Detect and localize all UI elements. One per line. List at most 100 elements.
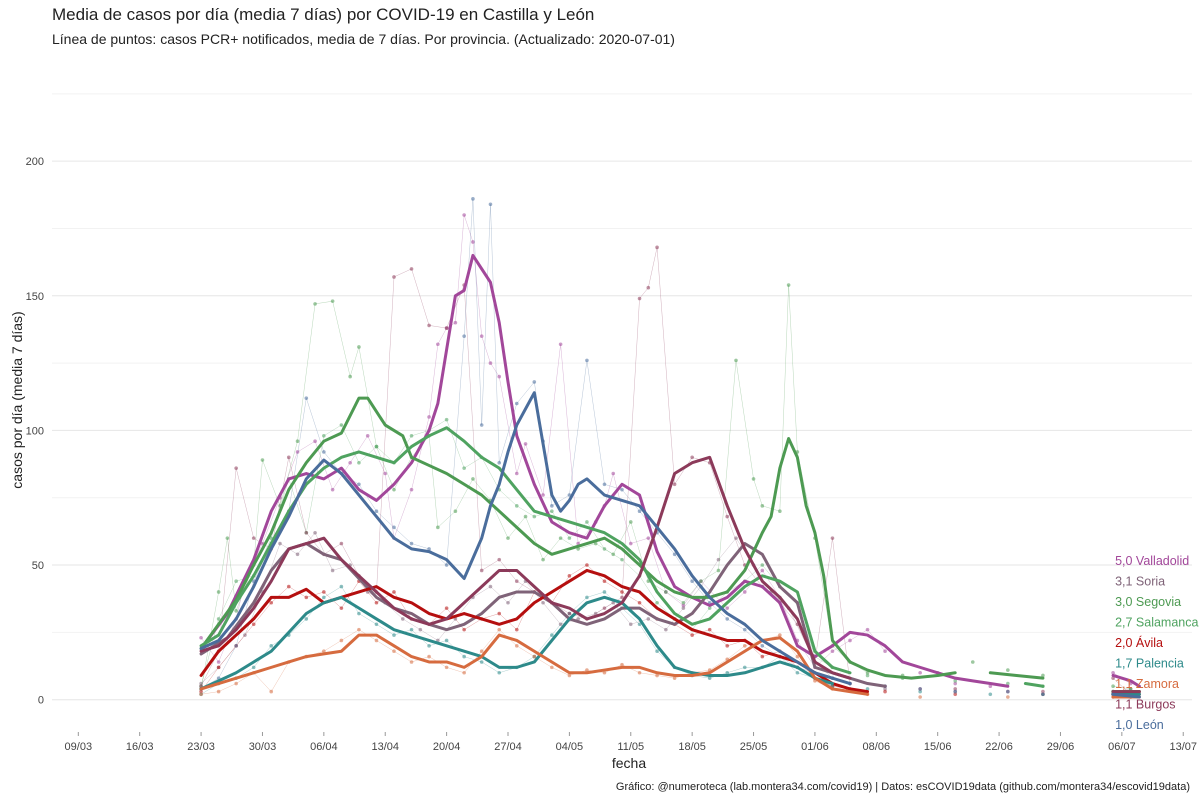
data-point-León xyxy=(392,525,396,530)
data-point-León xyxy=(1041,692,1045,697)
series-line-Segovia xyxy=(199,396,957,680)
data-point-Zamora xyxy=(778,633,782,637)
data-point-Zamora xyxy=(269,689,274,694)
data-point-Valladolid xyxy=(883,649,887,654)
data-point-Zamora xyxy=(409,660,414,664)
data-point-Salamanca xyxy=(339,423,344,427)
data-point-Burgos xyxy=(304,530,309,535)
data-point-Valladolid xyxy=(479,334,484,338)
x-tick-label: 06/07 xyxy=(1108,741,1136,753)
data-point-Valladolid xyxy=(216,660,221,664)
data-point-Segovia xyxy=(716,568,721,573)
data-point-Burgos xyxy=(655,245,659,250)
data-point-Segovia xyxy=(751,477,756,481)
data-point-Segovia xyxy=(699,579,703,584)
data-point-Burgos xyxy=(620,595,624,600)
data-point-Valladolid xyxy=(725,606,730,610)
data-point-Zamora xyxy=(199,692,203,697)
data-point-Segovia xyxy=(541,557,545,562)
data-point-Ávila xyxy=(497,611,502,616)
y-axis-ticks: 0 50 100 150 200 xyxy=(26,156,44,707)
data-point-Valladolid xyxy=(199,635,203,640)
data-point-Soria xyxy=(199,681,203,686)
chart-title: Media de casos por día (media 7 días) po… xyxy=(52,5,595,24)
end-label-León: 1,0 León xyxy=(1115,718,1164,732)
data-point-Valladolid xyxy=(953,681,958,686)
data-point-León xyxy=(322,450,326,454)
data-point-Zamora xyxy=(742,644,747,648)
data-point-Soria xyxy=(734,536,738,540)
data-point-León xyxy=(602,482,607,487)
data-point-Ávila xyxy=(199,689,203,694)
data-point-Zamora xyxy=(339,638,344,643)
data-point-Ávila xyxy=(374,600,379,605)
data-point-Zamora xyxy=(322,649,326,654)
data-point-León xyxy=(585,358,589,363)
data-point-Segovia xyxy=(734,358,738,363)
data-point-Segovia xyxy=(348,374,352,379)
data-point-Segovia xyxy=(357,345,361,349)
end-label-Segovia: 3,0 Segovia xyxy=(1115,595,1181,609)
data-point-Salamanca xyxy=(322,434,326,438)
data-point-Zamora xyxy=(234,681,238,686)
data-point-Burgos xyxy=(479,568,484,573)
data-point-Burgos xyxy=(339,541,344,546)
data-point-Burgos xyxy=(1041,689,1045,694)
data-point-Valladolid xyxy=(427,415,431,419)
series-line-Valladolid xyxy=(1111,673,1141,688)
data-point-Palencia xyxy=(374,622,379,627)
data-point-Valladolid xyxy=(488,361,493,365)
data-point-Valladolid xyxy=(848,638,852,643)
data-point-Segovia xyxy=(234,609,238,613)
data-point-Palencia xyxy=(322,595,326,600)
series-line-Salamanca xyxy=(1023,682,1045,688)
data-point-León xyxy=(532,380,537,384)
data-point-Burgos xyxy=(444,326,449,330)
data-point-Burgos xyxy=(646,285,651,290)
chart-caption: Gráfico: @numeroteca (lab.montera34.com/… xyxy=(615,781,1190,793)
data-point-León xyxy=(620,487,624,492)
x-axis-label: fecha xyxy=(612,755,646,771)
data-point-Soria xyxy=(664,627,668,632)
series-line-Palencia xyxy=(199,595,834,691)
data-point-Burgos xyxy=(725,514,730,519)
data-point-Ávila xyxy=(444,606,449,610)
data-point-Soria xyxy=(558,622,563,627)
data-point-Zamora xyxy=(672,676,677,680)
data-point-Zamora xyxy=(462,670,466,675)
data-point-Palencia xyxy=(725,670,730,675)
data-point-Ávila xyxy=(567,574,572,578)
data-point-Salamanca xyxy=(234,579,238,584)
data-point-Salamanca xyxy=(585,520,589,524)
x-tick-label: 13/07 xyxy=(1169,741,1197,753)
data-point-León xyxy=(1006,689,1010,694)
data-point-Salamanca xyxy=(357,460,361,465)
data-point-Palencia xyxy=(550,633,554,637)
data-point-Ávila xyxy=(690,633,694,637)
data-point-Segovia xyxy=(611,552,616,557)
data-point-Segovia xyxy=(506,536,510,540)
data-point-Burgos xyxy=(234,466,238,470)
data-point-León xyxy=(357,482,361,487)
data-point-Burgos xyxy=(427,323,431,328)
data-point-Valladolid xyxy=(348,460,352,465)
data-point-León xyxy=(690,579,694,584)
data-point-Palencia xyxy=(988,692,993,697)
data-point-Soria xyxy=(506,600,510,605)
data-point-Salamanca xyxy=(865,673,870,678)
data-point-Segovia xyxy=(970,660,975,664)
data-point-Zamora xyxy=(795,654,800,659)
data-point-Palencia xyxy=(479,660,484,664)
data-point-Salamanca xyxy=(374,444,379,449)
data-point-Salamanca xyxy=(567,536,572,540)
data-point-Soria xyxy=(330,568,335,573)
data-point-Valladolid xyxy=(514,471,519,476)
x-tick-label: 04/05 xyxy=(556,741,584,753)
data-point-Soria xyxy=(243,633,247,637)
data-point-Salamanca xyxy=(707,606,712,610)
x-tick-label: 29/06 xyxy=(1047,741,1075,753)
data-point-Burgos xyxy=(392,275,396,279)
data-point-León xyxy=(479,423,484,427)
series-line-Zamora xyxy=(199,633,870,696)
series-daily-line-Segovia xyxy=(1113,685,1131,690)
